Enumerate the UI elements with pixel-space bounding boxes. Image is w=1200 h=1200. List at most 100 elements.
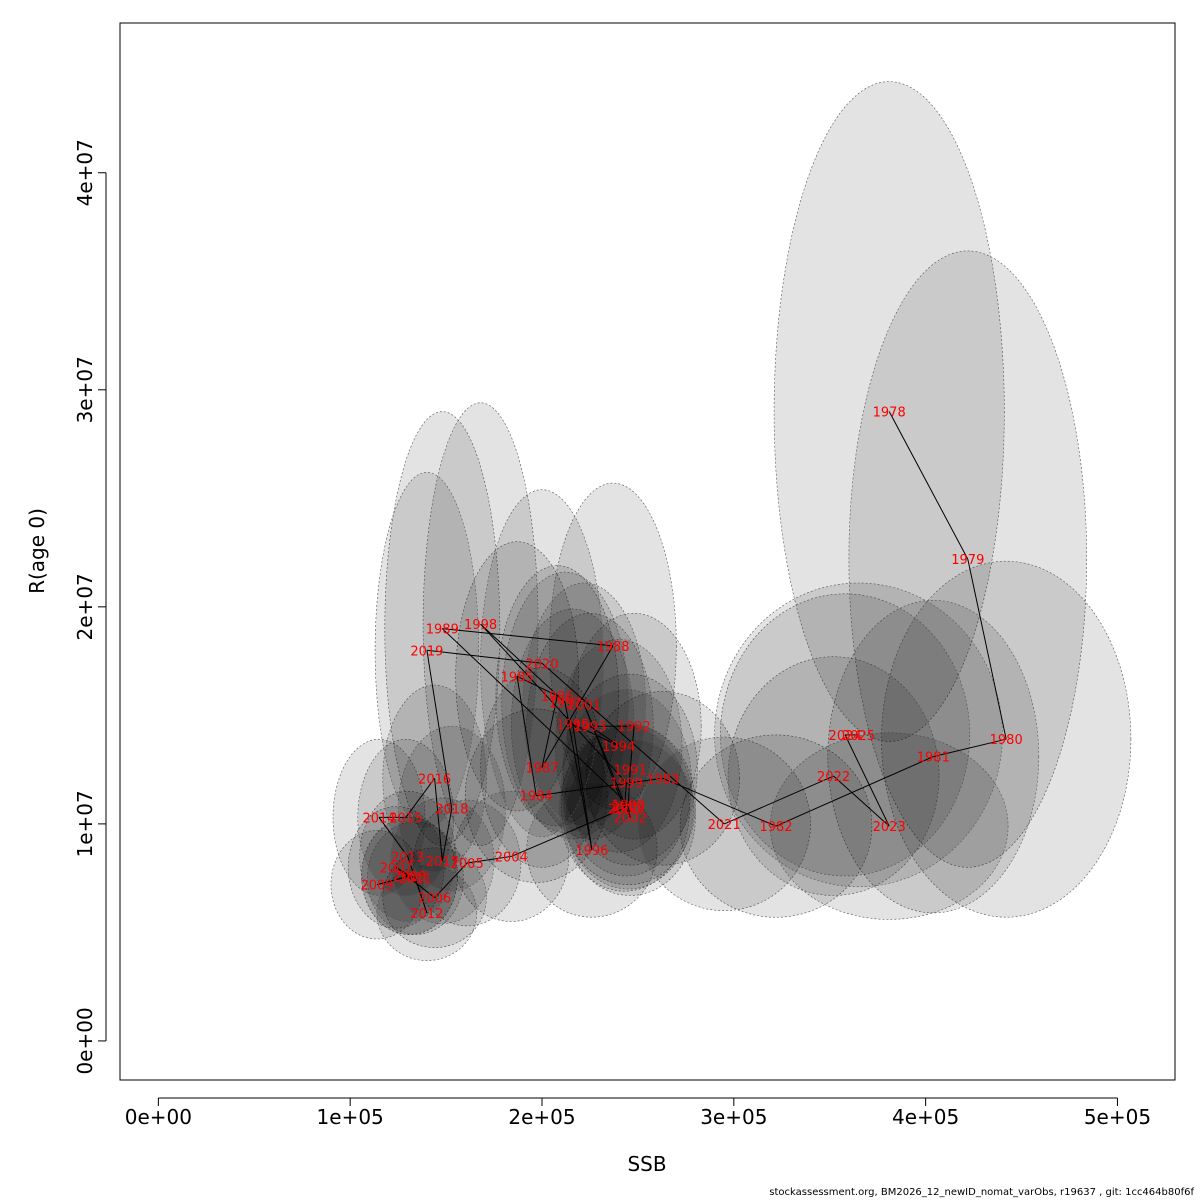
year-label-2021: 2021 [708, 818, 741, 833]
trajectory-segment-2002-2003 [627, 806, 631, 818]
y-tick-label: 0e+00 [73, 1007, 97, 1074]
trajectory-segment-2023-2024 [844, 734, 890, 827]
trajectory-segment-1978-1979 [888, 411, 969, 560]
year-label-1994: 1994 [602, 740, 635, 755]
year-label-2013: 2013 [391, 850, 424, 865]
year-label-2005: 2005 [451, 857, 484, 872]
trajectory-segment-2016-2017 [434, 778, 443, 861]
year-label-2019: 2019 [410, 644, 443, 659]
trajectory-segment-1986-1987 [541, 695, 558, 768]
trajectory-segment-1989-1990 [441, 628, 629, 805]
year-label-2012: 2012 [410, 907, 443, 922]
year-label-2023: 2023 [873, 820, 906, 835]
trajectory-segment-1979-1980 [967, 558, 1007, 740]
year-label-1985: 1985 [501, 670, 534, 685]
year-label-1992: 1992 [618, 720, 651, 735]
x-tick-label: 4e+05 [892, 1105, 959, 1129]
trajectory-segment-1991-1992 [629, 726, 635, 770]
year-label-1999: 1999 [610, 777, 643, 792]
trajectory-segment-2003-2004 [511, 806, 629, 857]
year-label-2007: 2007 [380, 861, 413, 876]
trajectory-segment-2007-2008 [395, 866, 410, 877]
year-label-2008: 2008 [393, 870, 426, 885]
year-label-2015: 2015 [389, 811, 422, 826]
year-label-2018: 2018 [435, 803, 468, 818]
year-label-1978: 1978 [873, 406, 906, 421]
year-label-2002: 2002 [614, 811, 647, 826]
year-label-1986: 1986 [541, 690, 574, 705]
year-label-1990: 1990 [612, 798, 645, 813]
trajectory-segment-2022-2023 [833, 775, 890, 827]
y-tick-label: 4e+07 [73, 139, 97, 206]
x-tick-label: 5e+05 [1084, 1105, 1151, 1129]
year-labels: 1978 1979 1980 1981 1982 1983 1984 1985 1986 1987… [360, 406, 1022, 922]
footer-credit: stockassessment.org, BM2026_12_newID_nom… [769, 1187, 1194, 1198]
trajectory-segment-2018-2019 [426, 650, 453, 809]
x-axis-title: SSB [627, 1152, 666, 1176]
year-label-2003: 2003 [612, 801, 645, 816]
trajectory-segment-1980-1981 [933, 738, 1007, 758]
year-label-2011: 2011 [399, 872, 432, 887]
year-label-2006: 2006 [418, 892, 451, 907]
trajectory-lines [376, 411, 1007, 914]
trajectory-segment-1984-1985 [516, 676, 537, 796]
x-axis: 0e+00 1e+05 2e+05 3e+05 4e+05 5e+05 [125, 1097, 1151, 1129]
year-label-1981: 1981 [917, 751, 950, 766]
trajectory-segment-1990-1991 [627, 769, 631, 805]
trajectory-segment-1988-1989 [442, 628, 614, 647]
y-tick-label: 1e+07 [73, 790, 97, 857]
x-tick-label: 3e+05 [700, 1105, 767, 1129]
year-label-1980: 1980 [990, 733, 1023, 748]
year-label-2016: 2016 [418, 772, 451, 787]
year-label-1989: 1989 [426, 623, 459, 638]
trajectory-segment-1997-1998 [480, 623, 566, 703]
trajectory-segment-2005-2006 [434, 862, 468, 899]
year-label-2022: 2022 [817, 770, 850, 785]
year-label-1991: 1991 [614, 764, 647, 779]
trajectory-segment-2015-2016 [405, 778, 436, 818]
trajectory-segment-1996-1997 [564, 702, 593, 850]
year-label-1983: 1983 [646, 772, 679, 787]
trajectory-segment-2017-2018 [441, 808, 453, 861]
year-label-2009: 2009 [360, 879, 393, 894]
year-label-1998: 1998 [464, 618, 497, 633]
trajectory-segment-2019-2020 [426, 649, 543, 664]
year-label-1997: 1997 [548, 696, 581, 711]
year-label-2017: 2017 [426, 855, 459, 870]
x-tick-label: 2e+05 [508, 1105, 575, 1129]
trajectory-segment-1983-1984 [536, 777, 663, 797]
year-label-2025: 2025 [842, 729, 875, 744]
year-label-1988: 1988 [596, 640, 629, 655]
year-label-2014: 2014 [362, 811, 395, 826]
trajectory-segment-2006-2007 [395, 866, 435, 899]
y-tick-label: 2e+07 [73, 573, 97, 640]
trajectory-segment-1998-1999 [480, 623, 627, 784]
trajectory-segment-1981-1982 [775, 756, 934, 827]
trajectory-segment-2012-2013 [407, 856, 428, 914]
year-label-2010: 2010 [393, 870, 426, 885]
trajectory-segment-2021-2022 [723, 775, 834, 825]
year-label-2004: 2004 [495, 850, 528, 865]
trajectory-segment-2020-2021 [541, 662, 725, 825]
year-label-2024: 2024 [829, 729, 862, 744]
x-tick-label: 0e+00 [125, 1105, 192, 1129]
year-label-2001: 2001 [568, 699, 601, 714]
trajectory-segment-2004-2005 [467, 855, 512, 864]
year-label-1995: 1995 [556, 718, 589, 733]
year-label-1987: 1987 [525, 762, 558, 777]
y-tick-label: 3e+07 [73, 356, 97, 423]
trajectory-segment-2001-2002 [583, 704, 631, 818]
year-label-1984: 1984 [520, 790, 553, 805]
y-axis: 0e+00 1e+07 2e+07 3e+07 4e+07 [73, 139, 107, 1075]
year-label-1996: 1996 [575, 844, 608, 859]
year-label-1982: 1982 [759, 820, 792, 835]
year-label-2020: 2020 [525, 657, 558, 672]
trajectory-segment-1995-1996 [572, 723, 593, 850]
y-axis-title: R(age 0) [25, 508, 49, 594]
plot-frame [119, 22, 1176, 1081]
trajectory-segment-2013-2014 [378, 817, 409, 857]
trajectory-segment-1987-1988 [541, 645, 614, 768]
trajectory-segment-2009-2010 [376, 875, 410, 886]
x-tick-label: 1e+05 [317, 1105, 384, 1129]
